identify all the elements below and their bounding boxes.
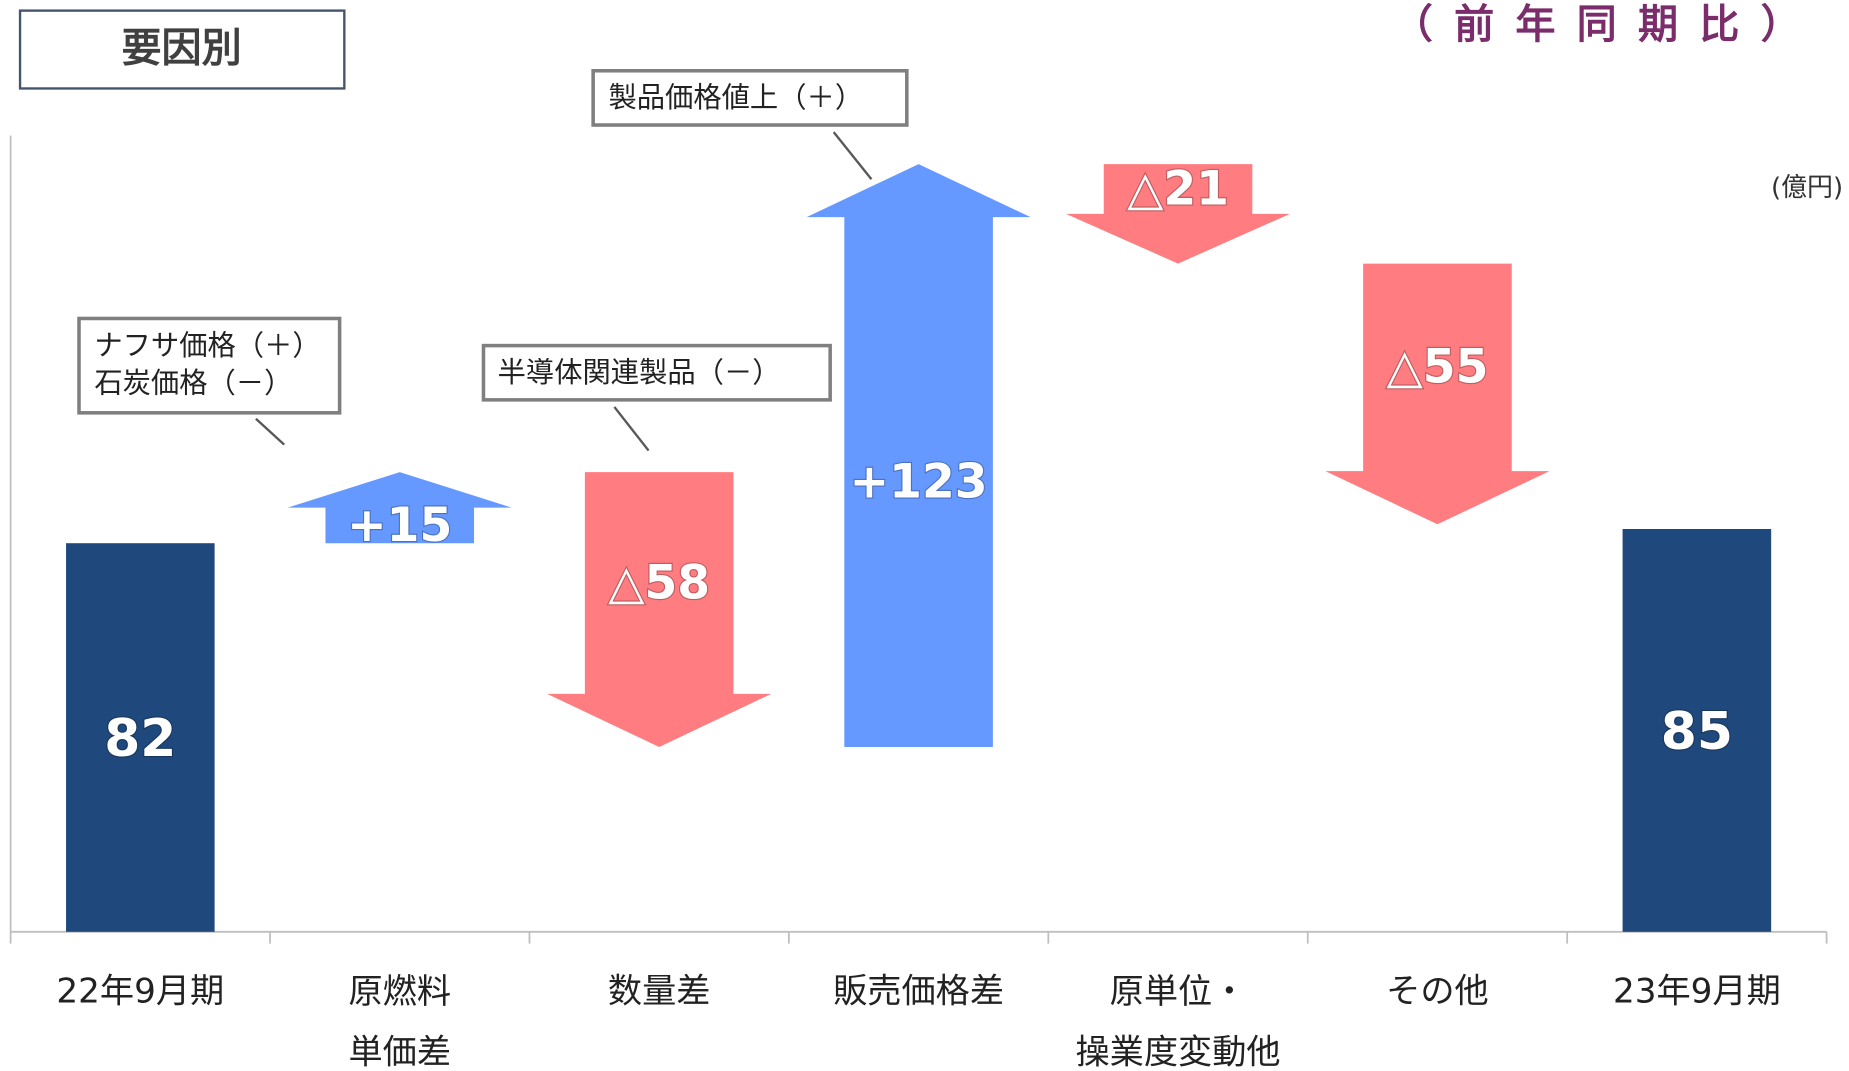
leader-line [613, 406, 650, 452]
leader-line [832, 131, 873, 181]
subtitle: （前年同期比） [1393, 2, 1822, 48]
arrow [1325, 263, 1550, 525]
x-tick-label: 数量差 [608, 972, 711, 1012]
x-tick-label: 販売価格差 [833, 972, 1004, 1012]
unit-label: (億円) [1771, 173, 1843, 203]
x-tick-label: 原単位・操業度変動他 [1075, 972, 1280, 1071]
value-label: +123 [850, 454, 988, 509]
leader-line [255, 417, 285, 446]
value-label: △55 [1387, 340, 1489, 395]
arrow [547, 472, 772, 747]
annotation-box [481, 343, 832, 402]
annotation: ナフサ価格（＋）石炭価格（－） [94, 329, 320, 400]
value-label: △21 [1127, 161, 1229, 216]
annotation: 製品価格値上（＋） [608, 81, 863, 114]
value-label: 82 [104, 709, 176, 769]
bar [1622, 528, 1772, 932]
annotation-box [77, 316, 342, 415]
arrow [806, 164, 1031, 747]
x-tick-label: 22年9月期 [56, 972, 224, 1012]
title-box [18, 9, 346, 90]
annotation-box [591, 69, 909, 127]
value-label: △58 [608, 555, 710, 610]
chart-title: 要因別 [121, 26, 241, 72]
x-tick-label: その他 [1386, 972, 1489, 1012]
value-label: +15 [347, 498, 452, 553]
x-tick-label: 23年9月期 [1613, 972, 1781, 1012]
bar [66, 543, 215, 932]
annotation: 半導体関連製品（－） [498, 356, 781, 389]
x-tick-label: 原燃料単価差 [348, 972, 451, 1071]
arrow [287, 472, 512, 544]
value-label: 85 [1661, 702, 1733, 762]
